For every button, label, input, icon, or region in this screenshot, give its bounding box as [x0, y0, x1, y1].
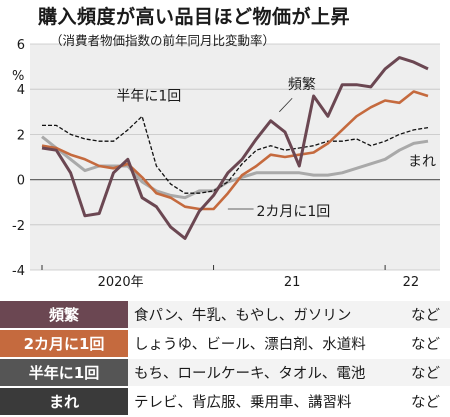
legend-category-rare: まれ [0, 387, 128, 417]
y-tick-label: 4 [17, 83, 25, 98]
category-legend-table: 頻繁 食パン、牛乳、もやし、ガソリン など 2カ月に1回 しょうゆ、ビール、漂白… [0, 301, 450, 417]
x-axis-ticks: 2020年 21 22 [41, 265, 420, 290]
series-label-semiannual: 半年に1回 [116, 89, 181, 105]
series-label-rare: まれ [408, 154, 436, 170]
chart-title: 購入頻度が高い品目ほど物価が上昇 [38, 6, 351, 28]
series-lines [41, 56, 429, 240]
legend-suffix: など [404, 358, 450, 388]
legend-category-frequent: 頻繁 [0, 301, 128, 330]
label-leader [279, 97, 293, 113]
legend-row-semiannual: 半年に1回 もち、ロールケーキ、タオル、電池 など [0, 358, 450, 388]
legend-row-frequent: 頻繁 食パン、牛乳、もやし、ガソリン など [0, 301, 450, 330]
series-line-bimonthly [41, 90, 429, 211]
x-tick-label: 22 [403, 275, 420, 290]
plot-area [30, 44, 440, 270]
y-tick-label: 0 [17, 174, 25, 189]
series-label-bimonthly: 2カ月に1回 [256, 204, 330, 220]
legend-items-bimonthly: しょうゆ、ビール、漂白剤、水道料 [128, 329, 404, 359]
y-axis-unit: % [12, 69, 24, 84]
legend-items-frequent: 食パン、牛乳、もやし、ガソリン [128, 301, 404, 330]
series-line-semiannual [42, 115, 429, 194]
chart-subtitle: （消費者物価指数の前年同月比変動率） [50, 33, 276, 48]
x-tick-label: 2020年 [98, 275, 144, 290]
legend-items-semiannual: もち、ロールケーキ、タオル、電池 [128, 358, 404, 388]
legend-category-bimonthly: 2カ月に1回 [0, 329, 128, 359]
y-tick-label: 2 [17, 128, 25, 143]
y-tick-label: -4 [12, 264, 25, 279]
y-axis-ticks: 6 4 2 0 -2 -4% [12, 38, 25, 279]
legend-row-rare: まれ テレビ、背広服、乗用車、講習料 など [0, 387, 450, 417]
legend-row-bimonthly: 2カ月に1回 しょうゆ、ビール、漂白剤、水道料 など [0, 329, 450, 359]
legend-items-rare: テレビ、背広服、乗用車、講習料 [128, 387, 404, 417]
legend-suffix: など [404, 329, 450, 359]
series-line-frequent [41, 56, 429, 240]
legend-suffix: など [404, 387, 450, 417]
legend-suffix: など [404, 301, 450, 330]
series-label-frequent: 頻繁 [288, 77, 316, 93]
y-tick-label: 6 [17, 38, 25, 53]
legend-category-semiannual: 半年に1回 [0, 358, 128, 388]
y-tick-label: -2 [12, 219, 25, 234]
x-tick-label: 21 [284, 275, 301, 290]
